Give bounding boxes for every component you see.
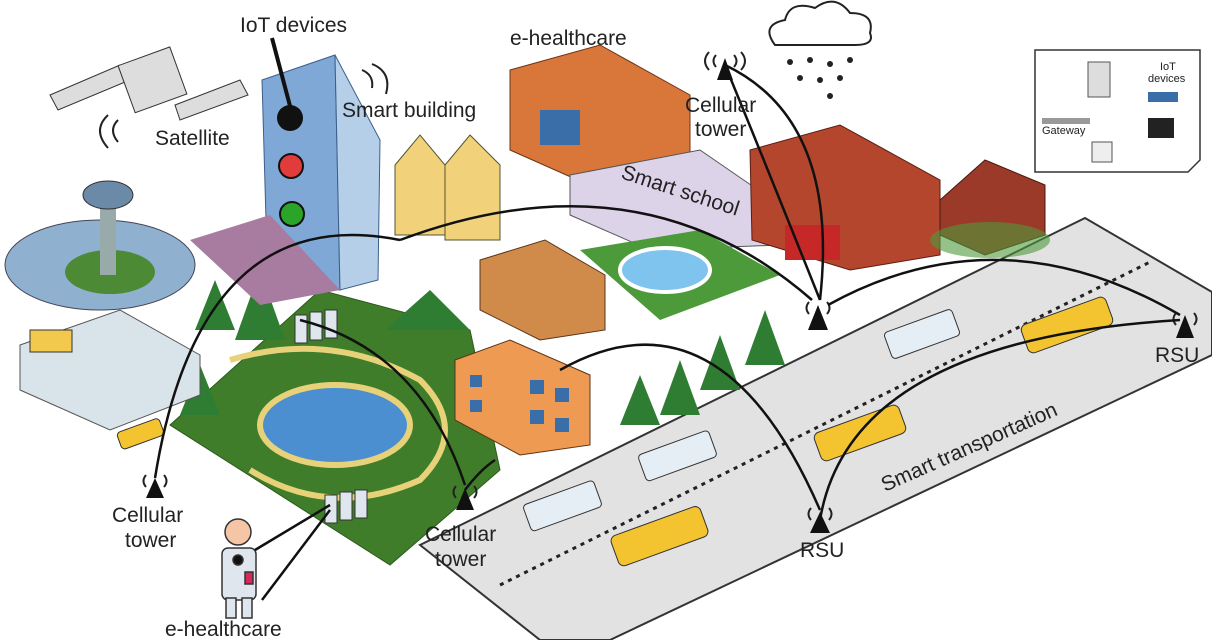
inset-gateway — [1042, 118, 1090, 124]
label: devices — [1148, 73, 1186, 85]
inset-device — [1148, 118, 1174, 138]
label: Satellite — [155, 127, 230, 150]
inset-device — [1092, 142, 1112, 162]
iot-light — [280, 202, 304, 226]
inset-device — [1148, 92, 1178, 102]
label: IoT — [1160, 61, 1176, 73]
signal — [362, 64, 387, 94]
label: RSU — [1155, 344, 1199, 367]
label: Gateway — [1042, 125, 1086, 137]
control-tower — [100, 200, 116, 275]
label: tower — [125, 529, 176, 552]
gas-sign — [30, 330, 72, 352]
iot-light — [279, 154, 303, 178]
pool — [620, 248, 710, 292]
label: e-healthcare — [165, 618, 282, 640]
patient — [222, 519, 256, 618]
control-tower-top — [83, 181, 133, 209]
pond — [260, 385, 410, 465]
rain — [787, 57, 853, 99]
label: tower — [695, 118, 746, 141]
iot-light — [277, 105, 303, 131]
label: Cellular — [685, 94, 756, 117]
gas-station — [20, 310, 200, 430]
label: Cellular — [112, 504, 183, 527]
label: IoT devices — [240, 14, 347, 37]
satellite-icon — [50, 47, 248, 120]
signal — [100, 115, 118, 148]
label: tower — [435, 548, 486, 571]
barn-field — [930, 222, 1050, 258]
label: RSU — [800, 539, 844, 562]
label: e-healthcare — [510, 27, 627, 50]
label: Smart building — [342, 99, 476, 122]
skyscraper-side — [335, 55, 380, 290]
smart-city-diagram: IoT devices Satellite Smart building e-h… — [0, 0, 1212, 640]
hospital-window — [540, 110, 580, 145]
cloud — [769, 2, 871, 45]
label: Cellular — [425, 523, 496, 546]
inset-device — [1088, 62, 1110, 97]
